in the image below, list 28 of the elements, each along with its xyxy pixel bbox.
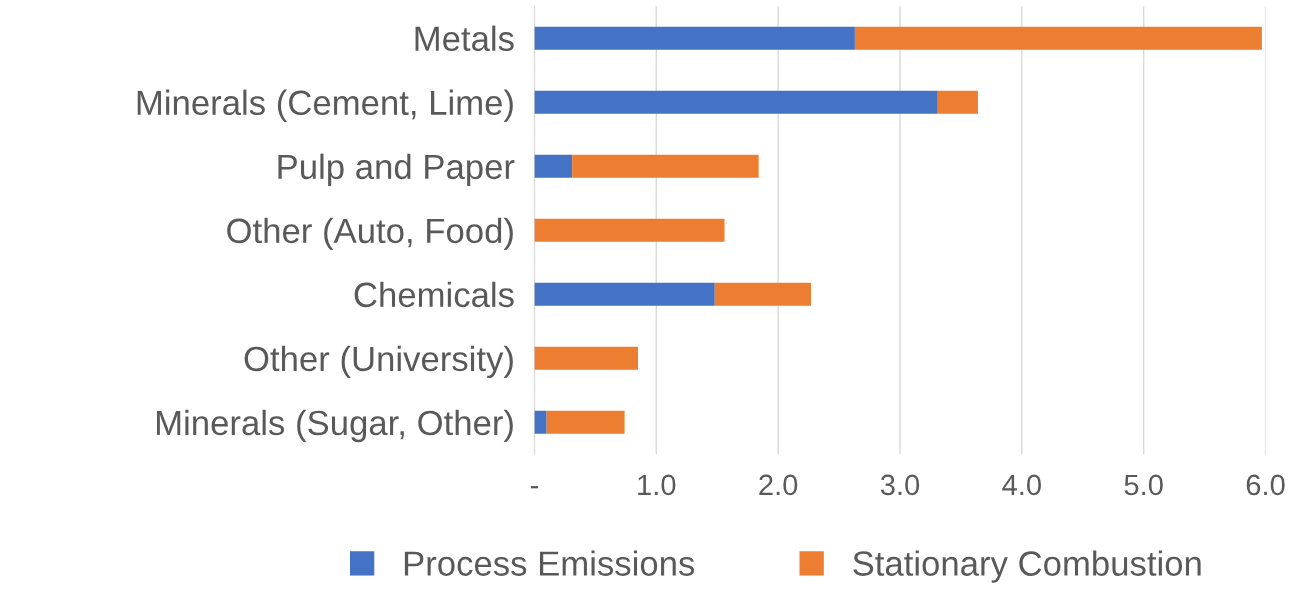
bar xyxy=(534,26,855,50)
y-tick-label: Chemicals xyxy=(354,281,514,308)
legend-label: Process Emissions xyxy=(404,550,695,576)
bar xyxy=(534,410,547,434)
bar xyxy=(572,154,759,178)
y-tick-label: Minerals (Sugar, Other) xyxy=(156,409,513,443)
y-tick-label: Other (University) xyxy=(244,345,513,379)
y-tick-label: Pulp and Paper xyxy=(278,153,515,186)
x-tick-label: 2.0 xyxy=(759,474,798,496)
x-tick-label: - xyxy=(530,486,538,489)
y-tick-label: Other (Auto, Food) xyxy=(227,217,513,251)
x-tick-label: 1.0 xyxy=(638,474,676,496)
bar xyxy=(534,282,715,306)
x-tick-label: 4.0 xyxy=(1002,474,1041,496)
bar xyxy=(534,90,938,114)
y-tick-label: Minerals (Cement, Lime) xyxy=(137,89,513,122)
bar xyxy=(546,410,625,434)
x-tick-label: 6.0 xyxy=(1246,474,1285,496)
y-tick-label: Metals xyxy=(415,25,514,52)
bar xyxy=(854,26,1262,50)
x-tick-label: 5.0 xyxy=(1124,474,1163,496)
x-tick-label: 3.0 xyxy=(880,474,920,496)
bar xyxy=(534,218,725,242)
bar xyxy=(937,90,978,114)
bar xyxy=(534,154,573,178)
bar xyxy=(534,346,638,370)
bar xyxy=(714,282,812,306)
legend-label: Stationary Combustion xyxy=(853,550,1201,583)
